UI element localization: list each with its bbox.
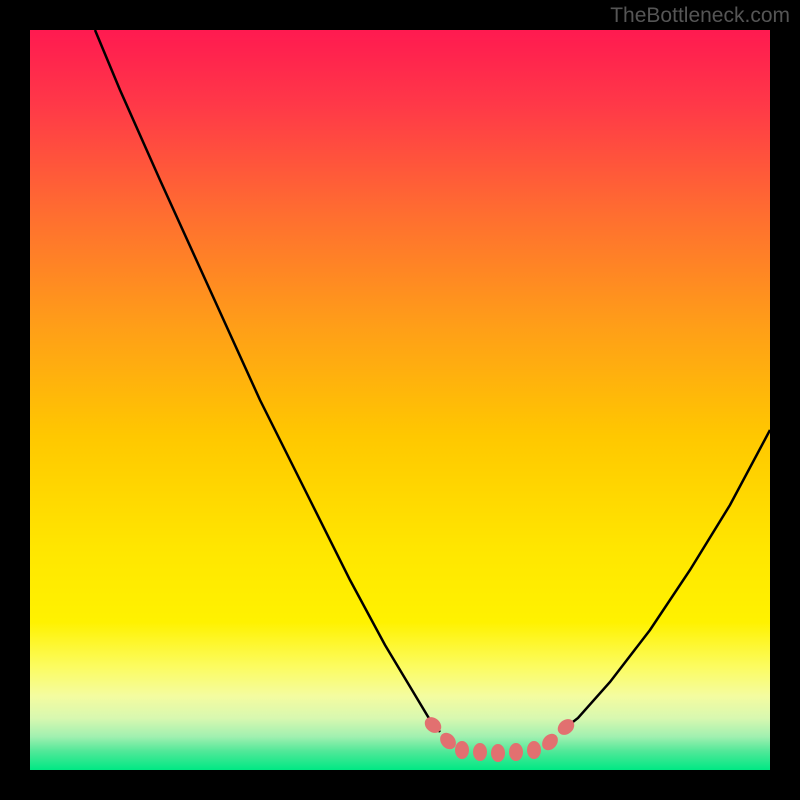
marker-point: [509, 743, 523, 761]
chart-background: [30, 30, 770, 770]
watermark-text: TheBottleneck.com: [610, 4, 790, 28]
marker-point: [491, 744, 505, 762]
marker-point: [473, 743, 487, 761]
bottleneck-chart: [30, 30, 770, 770]
marker-point: [455, 741, 469, 759]
marker-point: [527, 741, 541, 759]
chart-plot-area: [30, 30, 770, 770]
